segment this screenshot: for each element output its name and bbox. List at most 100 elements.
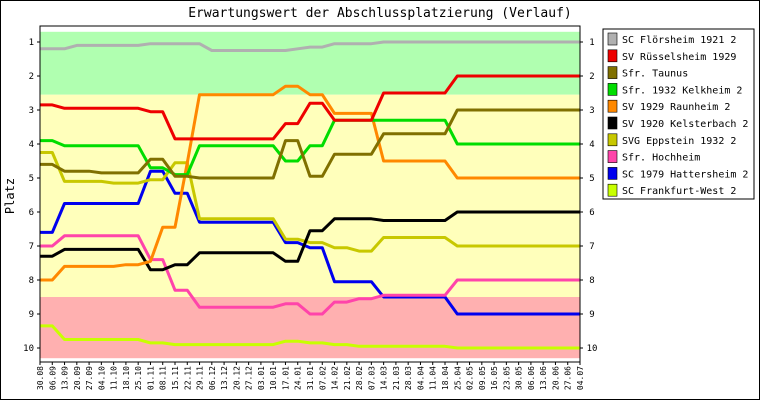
y-tick-label-left: 8 (29, 276, 34, 286)
legend-swatch (607, 66, 618, 79)
x-tick-label: 07.02 (318, 366, 327, 390)
legend-swatch (607, 49, 618, 63)
x-tick-label: 16.05 (490, 366, 499, 390)
x-tick-label: 14.03 (380, 366, 389, 390)
y-tick-label-left: 2 (29, 72, 34, 82)
legend-label: Sfr. Taunus (622, 69, 688, 80)
x-tick-label: 20.12 (232, 366, 241, 390)
y-tick-label-right: 5 (589, 174, 594, 184)
y-tick-label-right: 9 (589, 310, 594, 320)
x-tick-label: 18.10 (122, 366, 131, 390)
x-tick-label: 09.05 (478, 366, 487, 390)
x-tick-label: 27.06 (564, 366, 573, 390)
x-tick-label: 29.11 (196, 366, 205, 390)
y-tick-labels-left: 1 2 3 4 5 6 7 8 9 10 (23, 38, 40, 354)
x-tick-label: 31.01 (306, 366, 315, 390)
series-lines (40, 40, 580, 350)
legend-label: SC 1979 Hattersheim 2 (622, 169, 748, 180)
x-tick-label: 21.03 (392, 366, 401, 390)
legend-swatch (607, 83, 618, 96)
legend-swatch (607, 150, 618, 163)
legend-label: SV 1929 Raunheim 2 (622, 102, 730, 113)
x-tick-label: 13.06 (539, 366, 548, 390)
y-axis-label: Platz (3, 178, 17, 214)
x-tick-label: 28.03 (404, 366, 413, 390)
legend-swatch (607, 32, 618, 46)
x-tick-label: 22.11 (183, 366, 192, 390)
x-tick-label: 25.04 (453, 366, 462, 390)
x-tick-label: 04.04 (416, 366, 425, 390)
y-tick-label-right: 2 (589, 72, 594, 82)
series-line-3 (40, 108, 580, 180)
series-line-6 (40, 210, 580, 272)
x-tick-label: 02.05 (466, 366, 475, 390)
legend-swatch (607, 167, 618, 180)
legend-label: Sfr. 1932 Kelkheim 2 (622, 85, 742, 96)
y-tick-label-left: 5 (29, 174, 34, 184)
y-tick-label-left: 7 (29, 242, 34, 252)
x-tick-label: 06.09 (48, 366, 57, 390)
series-line-9 (40, 169, 580, 316)
legend-swatch (607, 116, 618, 130)
x-tick-label: 23.05 (502, 366, 511, 390)
y-tick-label-left: 9 (29, 310, 34, 320)
legend-label: SC Frankfurt-West 2 (622, 186, 736, 197)
x-tick-label: 11.10 (110, 366, 119, 390)
x-tick-label: 20.06 (551, 366, 560, 390)
legend-label: SVG Eppstein 1932 2 (622, 136, 736, 147)
y-tick-labels-right: 1 2 3 4 5 6 7 8 9 10 (580, 38, 597, 354)
legend-label: SV Rüsselsheim 1929 (622, 52, 736, 63)
x-tick-label: 27.09 (85, 366, 94, 390)
series-line-10 (40, 324, 580, 350)
x-tick-label: 30.08 (36, 366, 45, 390)
y-tick-label-left: 6 (29, 208, 34, 218)
y-tick-label-right: 1 (589, 38, 594, 48)
legend-box (602, 28, 755, 200)
legend-label: SC Flörsheim 1921 2 (622, 35, 736, 46)
y-tick-label-left: 1 (29, 38, 34, 48)
legend-label: Sfr. Hochheim (622, 153, 700, 164)
x-tick-label: 04.07 (576, 366, 585, 390)
x-tick-label: 27.12 (245, 366, 254, 390)
x-tick-label: 13.09 (61, 366, 70, 390)
x-tick-label: 04.10 (97, 366, 106, 390)
y-tick-label-left: 3 (29, 106, 34, 116)
y-tick-label-right: 4 (589, 140, 594, 150)
x-tick-label: 06.12 (208, 366, 217, 390)
x-tick-label: 20.09 (73, 366, 82, 390)
y-tick-label-right: 8 (589, 276, 594, 286)
y-tick-label-right: 3 (589, 106, 594, 116)
series-line-8 (40, 234, 580, 316)
x-tick-label: 21.02 (343, 366, 352, 390)
x-tick-label: 08.11 (159, 366, 168, 390)
x-tick-label: 24.01 (294, 366, 303, 390)
chart-title: Erwartungswert der Abschlussplatzierung … (188, 6, 572, 21)
series-line-1 (40, 40, 580, 52)
y-tick-label-right: 6 (589, 208, 594, 218)
x-tick-label: 15.11 (171, 366, 180, 390)
legend-swatch (607, 133, 618, 147)
legend-label: SV 1920 Kelsterbach 2 (622, 119, 748, 130)
y-tick-label-left: 10 (23, 344, 34, 354)
legend-swatch (607, 183, 618, 197)
y-tick-label-right: 10 (587, 344, 598, 354)
x-tick-label: 28.02 (355, 366, 364, 390)
x-tick-label: 11.04 (429, 366, 438, 390)
x-tick-label: 03.01 (257, 366, 266, 390)
x-tick-label: 14.02 (331, 366, 340, 390)
series-line-2 (40, 74, 580, 141)
legend-swatch (607, 99, 618, 113)
x-tick-label: 07.03 (367, 366, 376, 390)
x-tick-labels: 30.08 06.09 13.09 20.09 27.09 04.10 11.10 18.10… (36, 362, 585, 390)
x-tick-label: 18.04 (441, 366, 450, 390)
x-tick-label: 06.06 (527, 366, 536, 390)
plot-border (39, 25, 581, 363)
x-tick-label: 10.01 (269, 366, 278, 390)
legend: SC Flörsheim 1921 2 SV Rüsselsheim 1929 Sf… (602, 28, 755, 200)
x-tick-label: 17.01 (281, 366, 290, 390)
x-tick-label: 25.10 (134, 366, 143, 390)
series-line-7 (40, 151, 580, 253)
x-tick-label: 13.12 (220, 366, 229, 390)
zone-bands (40, 31, 580, 359)
y-tick-label-right: 7 (589, 242, 594, 252)
